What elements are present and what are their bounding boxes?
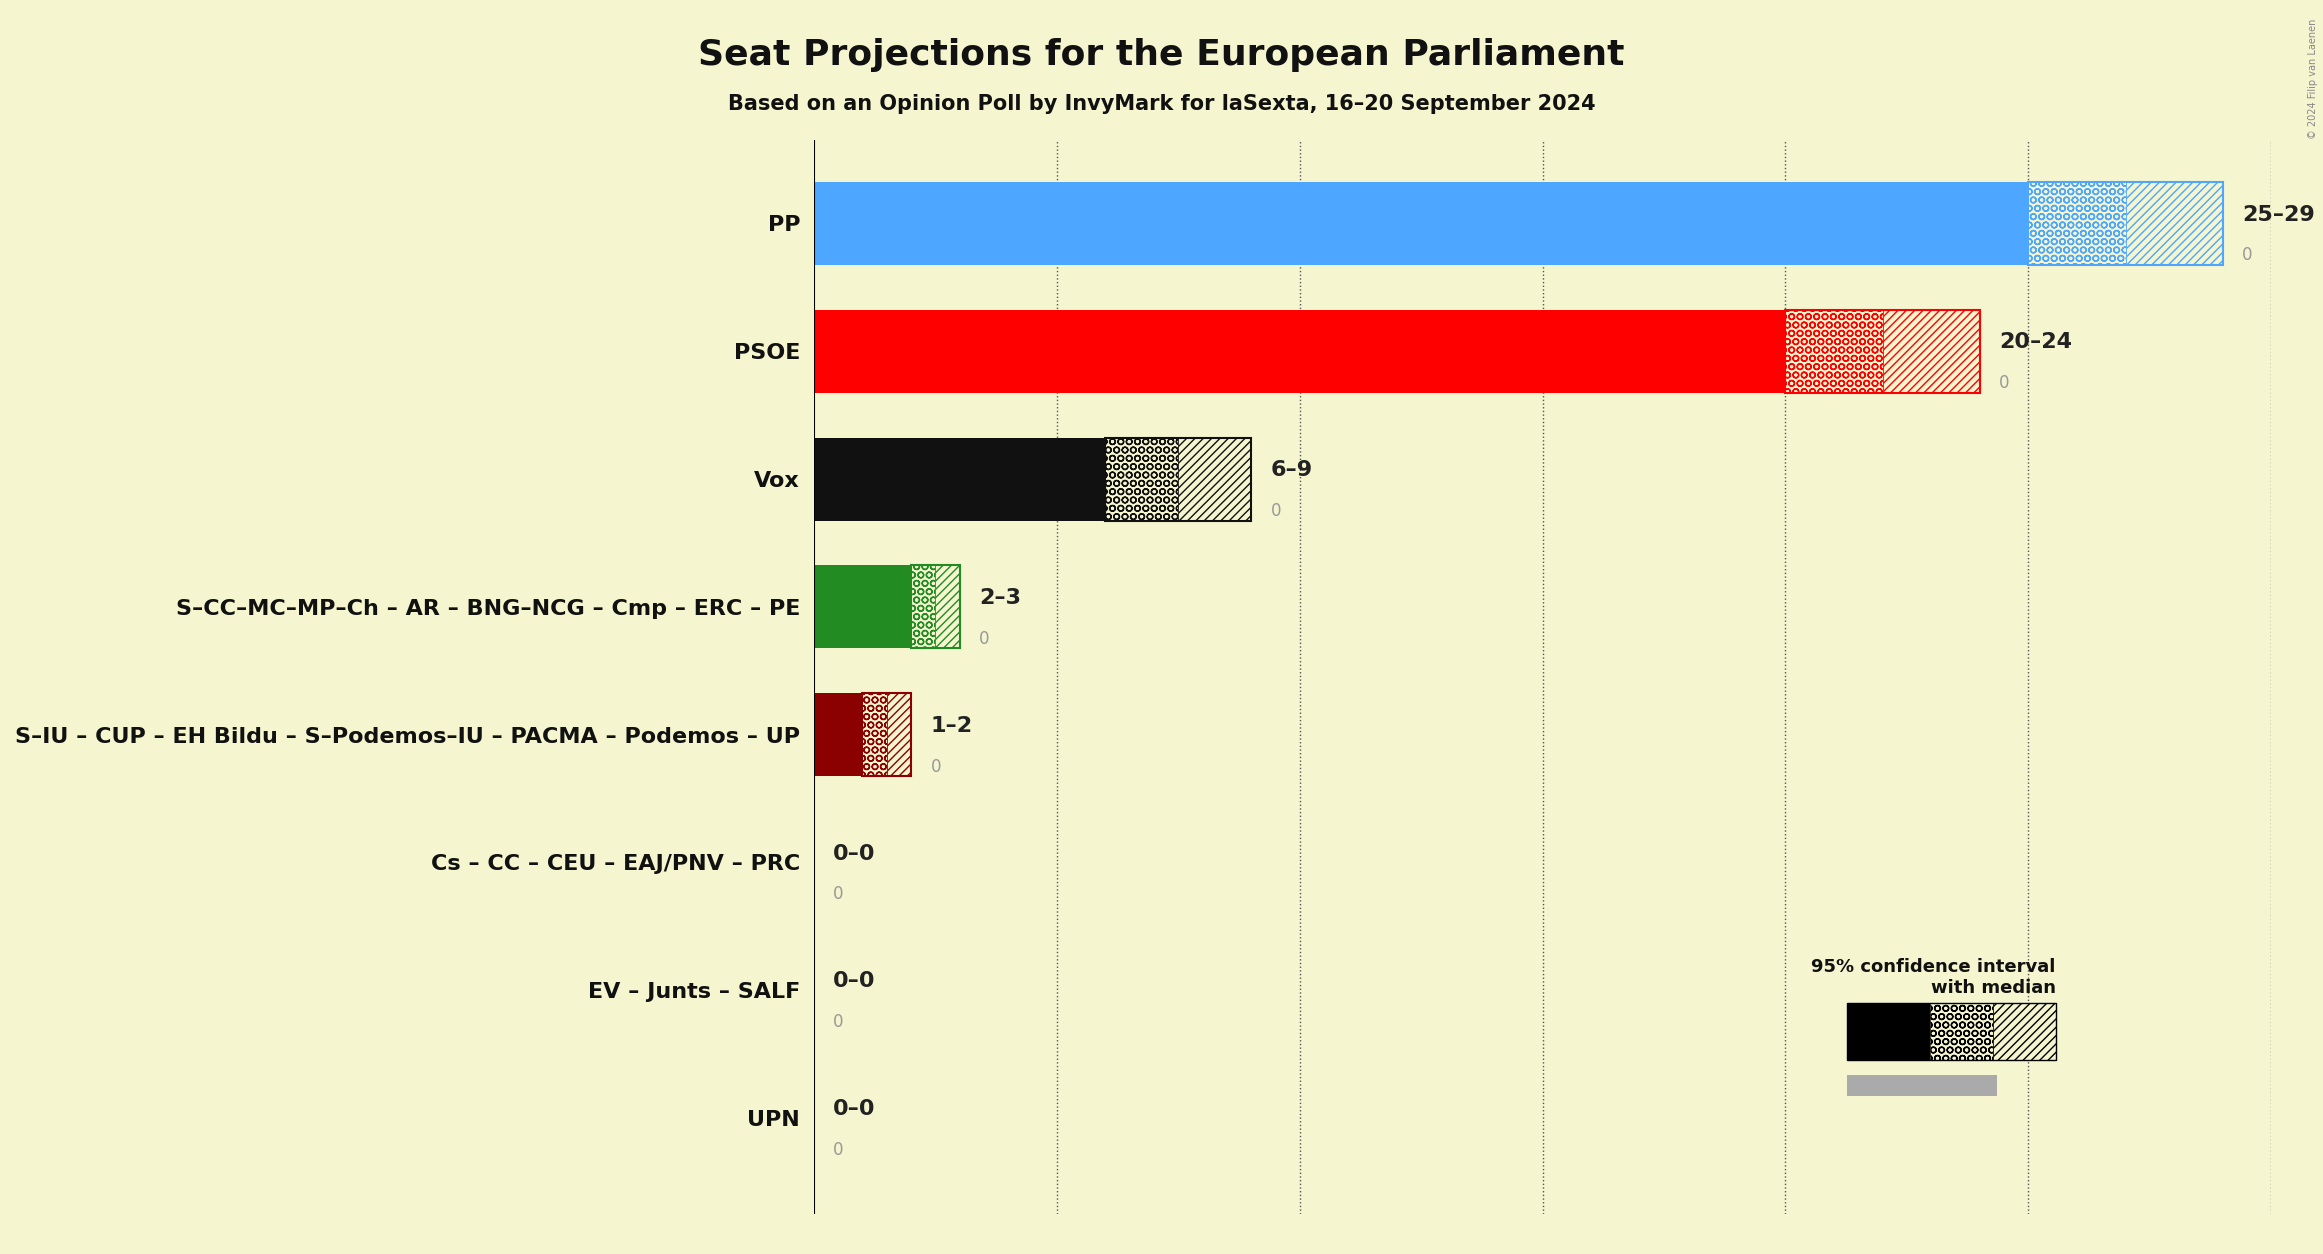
Bar: [1106, 438, 1178, 520]
Bar: [2126, 182, 2223, 265]
Text: 0–0: 0–0: [834, 972, 876, 992]
Bar: [862, 693, 887, 776]
Bar: [813, 182, 2028, 265]
Bar: [1882, 310, 1979, 393]
Text: 0–0: 0–0: [834, 1099, 876, 1119]
Text: Seat Projections for the European Parliament: Seat Projections for the European Parlia…: [699, 38, 1624, 71]
Text: 0: 0: [932, 757, 941, 776]
Bar: [813, 566, 911, 648]
Bar: [1106, 438, 1252, 520]
Bar: [2126, 182, 2223, 265]
Bar: [911, 566, 936, 648]
Bar: [887, 693, 911, 776]
Text: 0: 0: [834, 885, 843, 903]
Text: 0: 0: [834, 1141, 843, 1159]
Text: © 2024 Filip van Laenen: © 2024 Filip van Laenen: [2309, 19, 2318, 139]
Bar: [887, 693, 911, 776]
Text: 0: 0: [1271, 502, 1280, 520]
Bar: [936, 566, 959, 648]
Bar: [911, 566, 936, 648]
Bar: [813, 438, 1106, 520]
Text: 20–24: 20–24: [2000, 332, 2072, 352]
Bar: [1178, 438, 1252, 520]
Bar: [2028, 182, 2126, 265]
Text: 0: 0: [834, 1013, 843, 1031]
Text: 0: 0: [978, 630, 990, 648]
Bar: [936, 566, 959, 648]
Text: 2–3: 2–3: [978, 588, 1022, 608]
Text: 0: 0: [2242, 247, 2253, 265]
Text: 0: 0: [2000, 374, 2009, 393]
Bar: [2028, 182, 2223, 265]
Bar: [1882, 310, 1979, 393]
Bar: [1786, 310, 1882, 393]
Text: Based on an Opinion Poll by InvyMark for laSexta, 16–20 September 2024: Based on an Opinion Poll by InvyMark for…: [727, 94, 1596, 114]
Text: 95% confidence interval
with median: 95% confidence interval with median: [1812, 958, 2056, 997]
Text: Last result: Last result: [1879, 1080, 1965, 1097]
Bar: [813, 310, 1786, 393]
Bar: [1786, 310, 1979, 393]
Text: 6–9: 6–9: [1271, 460, 1312, 480]
Text: 1–2: 1–2: [932, 716, 973, 736]
Bar: [862, 693, 911, 776]
Bar: [862, 693, 887, 776]
Bar: [911, 566, 959, 648]
Bar: [2028, 182, 2126, 265]
Bar: [1106, 438, 1178, 520]
Text: 0–0: 0–0: [834, 844, 876, 864]
Bar: [813, 693, 862, 776]
Bar: [1178, 438, 1252, 520]
Text: 25–29: 25–29: [2242, 204, 2314, 224]
Bar: [1786, 310, 1882, 393]
